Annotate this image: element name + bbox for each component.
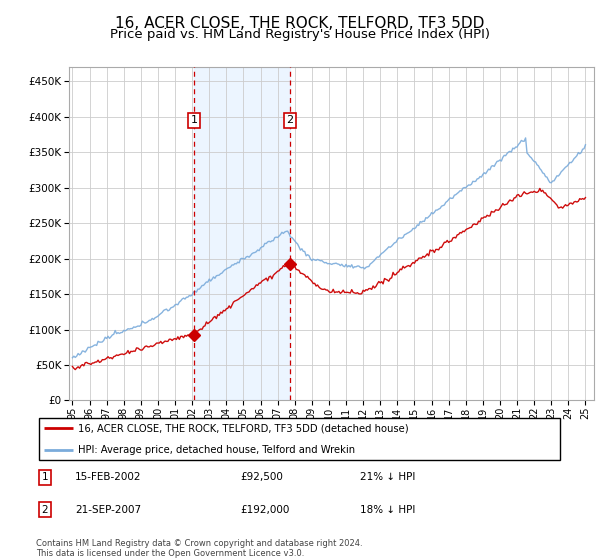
- Text: Price paid vs. HM Land Registry's House Price Index (HPI): Price paid vs. HM Land Registry's House …: [110, 28, 490, 41]
- Text: 18% ↓ HPI: 18% ↓ HPI: [360, 505, 415, 515]
- Text: 21-SEP-2007: 21-SEP-2007: [75, 505, 141, 515]
- Text: 1: 1: [41, 472, 49, 482]
- Text: 16, ACER CLOSE, THE ROCK, TELFORD, TF3 5DD: 16, ACER CLOSE, THE ROCK, TELFORD, TF3 5…: [115, 16, 485, 31]
- Text: Contains HM Land Registry data © Crown copyright and database right 2024.
This d: Contains HM Land Registry data © Crown c…: [36, 539, 362, 558]
- Text: 2: 2: [41, 505, 49, 515]
- Text: HPI: Average price, detached house, Telford and Wrekin: HPI: Average price, detached house, Telf…: [78, 445, 355, 455]
- Text: £92,500: £92,500: [240, 472, 283, 482]
- Text: 1: 1: [191, 115, 197, 125]
- Text: £192,000: £192,000: [240, 505, 289, 515]
- FancyBboxPatch shape: [38, 418, 560, 460]
- Text: 16, ACER CLOSE, THE ROCK, TELFORD, TF3 5DD (detached house): 16, ACER CLOSE, THE ROCK, TELFORD, TF3 5…: [78, 423, 409, 433]
- Text: 2: 2: [286, 115, 293, 125]
- Text: 15-FEB-2002: 15-FEB-2002: [75, 472, 142, 482]
- Text: 21% ↓ HPI: 21% ↓ HPI: [360, 472, 415, 482]
- Bar: [194, 67, 290, 400]
